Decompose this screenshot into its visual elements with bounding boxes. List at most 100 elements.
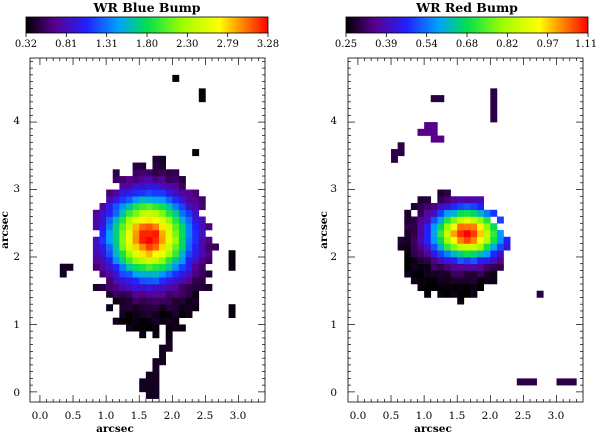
heatmap-pixel	[139, 230, 147, 238]
heatmap-pixel	[159, 203, 167, 211]
heatmap-pixel	[125, 209, 133, 217]
heatmap-pixel	[463, 283, 471, 292]
heatmap-pixel	[404, 263, 412, 271]
heatmap-pixel	[145, 196, 153, 204]
heatmap-pixel	[192, 223, 200, 231]
chart-title: WR Blue Bump	[92, 0, 200, 15]
heatmap-pixel	[205, 250, 213, 258]
heatmap-pixel	[165, 230, 173, 238]
heatmap-pixel	[112, 317, 120, 325]
colorbar-tick-label: 0.25	[335, 39, 357, 50]
heatmap-pixel	[443, 263, 451, 271]
heatmap-pixel	[503, 236, 511, 244]
x-tick-label: 1.5	[449, 410, 466, 422]
heatmap-pixel	[463, 223, 471, 231]
colorbar	[345, 16, 589, 34]
heatmap-pixel	[430, 223, 438, 231]
heatmap-pixel	[119, 310, 127, 318]
x-tick-label: 1.5	[131, 410, 148, 422]
heatmap-pixel	[132, 317, 140, 325]
heatmap-pixel	[165, 169, 173, 177]
heatmap-pixel	[152, 290, 160, 298]
heatmap-pixel	[152, 250, 160, 258]
heatmap-pixel	[490, 263, 498, 271]
heatmap-pixel	[112, 250, 120, 258]
heatmap-pixel	[463, 209, 471, 217]
heatmap-pixel	[178, 263, 186, 271]
heatmap-pixel	[125, 297, 133, 305]
heatmap-pixel	[457, 230, 465, 238]
heatmap-pixel	[437, 230, 445, 238]
colorbar-tick-label: 2.30	[176, 39, 198, 50]
heatmap-pixel	[112, 189, 120, 197]
heatmap-pixel	[490, 95, 498, 103]
heatmap-pixel	[112, 277, 120, 285]
heatmap-pixel	[424, 223, 432, 231]
heatmap-pixel	[125, 223, 133, 231]
y-tick-label: 3	[13, 183, 20, 195]
heatmap-pixel	[178, 270, 186, 278]
heatmap-pixel	[437, 196, 445, 204]
heatmap-pixel	[106, 236, 114, 244]
x-tick-label: 0.5	[65, 410, 82, 422]
heatmap-pixel	[483, 230, 491, 238]
heatmap-pixel	[424, 203, 432, 211]
heatmap-pixel	[178, 304, 186, 312]
heatmap-pixel	[99, 270, 107, 278]
heatmap-pixel	[152, 223, 160, 231]
heatmap-pixel	[496, 243, 504, 251]
heatmap-pixel	[417, 277, 425, 285]
colorbar-tick-label: 0.82	[496, 39, 518, 50]
heatmap-pixel	[165, 216, 173, 224]
heatmap-pixel	[424, 122, 432, 130]
heatmap-pixel	[165, 331, 173, 339]
heatmap-pixel	[490, 230, 498, 238]
heatmap-pixel	[165, 317, 173, 325]
heatmap-pixel	[457, 290, 465, 298]
heatmap-pixel	[430, 283, 438, 292]
colorbar-tick-label: 0.39	[375, 39, 397, 50]
heatmap-pixel	[178, 176, 186, 184]
heatmap-pixel	[159, 297, 167, 305]
heatmap-pixel	[569, 378, 577, 386]
heatmap-pixel	[198, 216, 206, 224]
heatmap-pixel	[165, 196, 173, 204]
heatmap-pixel	[477, 236, 485, 244]
heatmap-pixel	[443, 203, 451, 211]
heatmap-pixel	[430, 209, 438, 217]
heatmap-pixel	[172, 169, 180, 177]
heatmap-pixel	[152, 331, 160, 339]
heatmap-pixel	[172, 304, 180, 312]
heatmap-pixel	[165, 243, 173, 251]
heatmap-pixel	[152, 371, 160, 379]
heatmap-pixel	[185, 277, 193, 285]
y-tick-label: 3	[330, 183, 337, 195]
heatmap-pixel	[119, 283, 127, 292]
colorbar-tick-label: 0.32	[15, 39, 37, 50]
heatmap-pixel	[424, 128, 432, 136]
heatmap-pixel	[483, 250, 491, 258]
heatmap-pixel	[185, 243, 193, 251]
heatmap-pixel	[417, 128, 425, 136]
heatmap-pixel	[463, 203, 471, 211]
heatmap-pixel	[152, 176, 160, 184]
heatmap-pixel	[145, 169, 153, 177]
y-tick-labels: 0 1 2 3 4	[13, 115, 20, 399]
heatmap-pixel	[483, 256, 491, 265]
heatmap-pixel	[437, 243, 445, 251]
colorbar-tick-label: 1.11	[575, 39, 597, 50]
heatmap-pixel	[145, 209, 153, 217]
heatmap-pixel	[145, 371, 153, 379]
heatmap-pixel	[139, 243, 147, 251]
panel-red-bump: WR Red Bump 0.25 0.39 0.54 0.68 0.82 0.9…	[318, 0, 597, 435]
heatmap-pixel	[99, 216, 107, 224]
heatmap-pixel	[125, 230, 133, 238]
heatmap-pixel	[430, 95, 438, 103]
heatmap-pixel	[112, 263, 120, 271]
heatmap-pixel	[404, 216, 412, 224]
heatmap-pixel	[139, 385, 147, 393]
heatmap-pixel	[112, 283, 120, 292]
y-tick-label: 1	[330, 319, 337, 331]
heatmap-pixel	[125, 236, 133, 244]
heatmap-pixel	[410, 230, 418, 238]
